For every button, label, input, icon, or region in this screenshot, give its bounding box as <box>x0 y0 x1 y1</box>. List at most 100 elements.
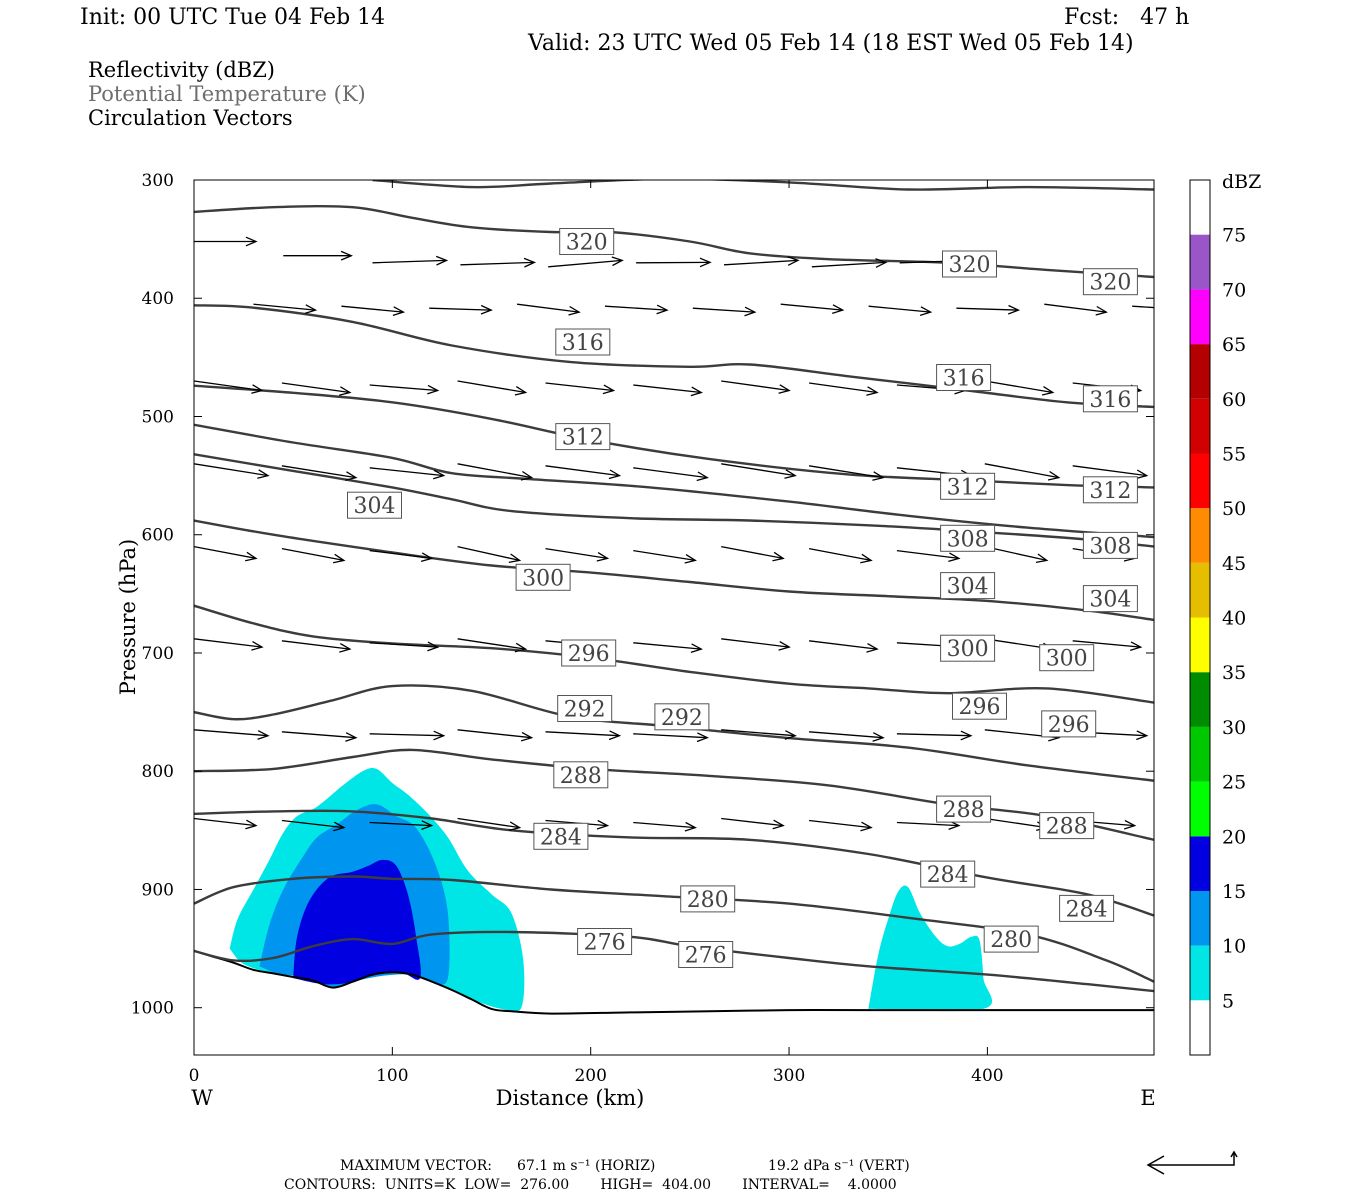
vector-shaft <box>369 549 432 560</box>
colorbar-swatch-10 <box>1190 890 1210 946</box>
max-vector-horiz: 67.1 m s⁻¹ (HORIZ) <box>517 1158 656 1174</box>
vector-shaft <box>809 731 884 739</box>
colorbar-swatch-30 <box>1190 672 1210 727</box>
vector-arrow <box>1072 640 1143 652</box>
vector-head <box>420 552 434 563</box>
vector-arrow <box>636 257 712 268</box>
colorbar-title: dBZ <box>1222 171 1261 193</box>
vector-head <box>508 553 522 564</box>
vector-shaft <box>692 307 755 313</box>
vector-head <box>333 821 346 832</box>
vector-head <box>960 730 973 741</box>
contour-labels: 320 320 320 316 316 316 312 312 312 304 308 308 300 3… <box>347 228 1138 969</box>
y-tick-label: 800 <box>142 762 174 782</box>
vector-head <box>948 552 961 563</box>
init-time: Init: 00 UTC Tue 04 Feb 14 <box>80 5 386 30</box>
theta-contour-304 <box>194 453 1154 548</box>
vector-arrow <box>369 549 434 563</box>
contour-label-284: 284 <box>540 825 582 850</box>
vector-shaft <box>517 303 580 313</box>
vector-shaft <box>984 545 1047 562</box>
vector-shaft <box>194 638 263 648</box>
vector-arrow <box>281 382 352 396</box>
colorbar-tick-label: 35 <box>1222 662 1246 684</box>
vector-head <box>866 643 879 653</box>
contour-label-box <box>347 491 402 519</box>
vector-head <box>345 732 358 742</box>
vector-arrow <box>723 256 800 266</box>
vector-shaft <box>808 547 872 562</box>
vector-shaft <box>633 384 702 394</box>
contour-label-box <box>1039 644 1095 672</box>
contour-label-304: 304 <box>947 575 989 600</box>
vector-shaft <box>369 821 432 827</box>
colorbar-swatch-25 <box>1190 726 1210 782</box>
theta-contour-296 <box>194 604 1154 704</box>
vector-shaft <box>780 303 843 311</box>
vector-shaft <box>633 549 696 562</box>
vector-arrow <box>896 730 973 741</box>
vector-arrow <box>457 817 522 832</box>
y-tick-label: 300 <box>142 171 174 191</box>
vector-head <box>339 643 352 653</box>
colorbar-swatch-70 <box>1190 234 1210 290</box>
vector-head <box>1095 305 1108 316</box>
vector-head <box>860 553 873 564</box>
vector-head <box>433 469 446 480</box>
vector-arrow <box>194 380 264 394</box>
contour-label-box <box>1082 476 1138 504</box>
vector-shaft <box>460 261 535 266</box>
theta-contour-284 <box>194 809 1154 917</box>
vector-shaft <box>369 384 438 392</box>
vector-arrow <box>633 384 703 397</box>
vector-shaft <box>429 307 492 311</box>
vector-shaft <box>1072 465 1147 477</box>
contour-label-288: 288 <box>1046 815 1088 840</box>
vector-head <box>520 731 534 742</box>
x-tick-label: 400 <box>971 1066 1003 1086</box>
vector-shaft <box>1132 305 1154 309</box>
field-reflectivity: Reflectivity (dBZ) <box>88 58 276 82</box>
vector-arrow <box>545 382 616 395</box>
contour-label-308: 308 <box>947 527 989 552</box>
vector-shaft <box>633 821 696 829</box>
vector-head <box>690 643 703 654</box>
vector-arrow <box>281 640 352 653</box>
contour-label-316: 316 <box>1089 388 1131 413</box>
vector-shaft <box>1044 303 1107 313</box>
vector-shaft <box>721 380 790 392</box>
vector-head <box>392 306 406 317</box>
vector-arrow <box>896 549 961 563</box>
vector-shaft <box>194 545 257 560</box>
vector-head <box>832 304 845 315</box>
contour-label-312: 312 <box>1089 479 1131 504</box>
plot-frame <box>193 179 1155 1056</box>
vector-shaft <box>956 307 1019 311</box>
vector-shaft <box>281 819 344 829</box>
colorbar-tick-label: 45 <box>1222 553 1246 575</box>
contour-label-box <box>1082 531 1138 559</box>
vector-arrow <box>984 380 1055 396</box>
vector-shaft <box>194 729 269 737</box>
vector-head <box>245 236 258 247</box>
colorbar-tick-label: 65 <box>1222 334 1246 356</box>
contour-info: CONTOURS: UNITS=K LOW= 276.00 HIGH= 404.… <box>284 1177 897 1193</box>
vector-shaft <box>369 733 444 737</box>
vector-arrow <box>194 236 258 247</box>
contour-label-box <box>557 695 613 722</box>
vector-arrow <box>633 549 697 564</box>
field-circulation-vectors: Circulation Vectors <box>88 106 293 130</box>
vector-arrow <box>604 304 669 315</box>
colorbar-swatch-15 <box>1190 836 1210 891</box>
vector-shaft <box>369 642 438 648</box>
vector-arrow <box>194 638 264 651</box>
contour-label-284: 284 <box>1066 897 1108 922</box>
contour-label-box <box>555 423 611 451</box>
colorbar-swatch-45 <box>1190 508 1210 563</box>
contour-label-box <box>561 639 617 667</box>
vector-shaft <box>457 729 532 739</box>
vector-head <box>784 469 797 479</box>
vector-head <box>245 819 258 830</box>
vector-arrow <box>984 817 1049 832</box>
vector-shaft <box>868 305 931 313</box>
